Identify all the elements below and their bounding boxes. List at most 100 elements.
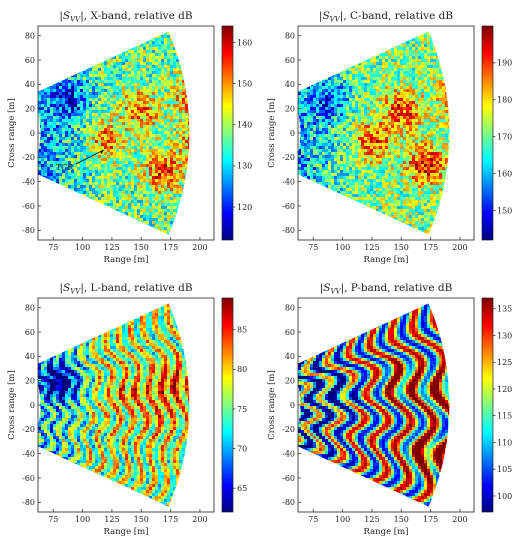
- colorbar-tick-label: 120: [237, 203, 252, 212]
- heatmap-field: [38, 298, 215, 514]
- colorbar-tick-label: 65: [237, 484, 247, 493]
- y-tick-label: 60: [25, 328, 35, 337]
- colorbar-tick-label: 150: [237, 79, 252, 88]
- x-tick-label: 125: [104, 243, 119, 252]
- colorbar-tick-label: 140: [237, 121, 252, 130]
- panel-title: |SVV|, P-band, relative dB: [320, 282, 453, 296]
- y-tick-label: -60: [22, 202, 35, 211]
- y-tick-label: -40: [282, 177, 295, 186]
- panel-title: |SVV|, L-band, relative dB: [59, 282, 192, 296]
- x-tick-label: 175: [163, 243, 178, 252]
- x-tick-label: 100: [335, 243, 350, 252]
- panel-title: |SVV|, C-band, relative dB: [319, 10, 453, 24]
- x-tick-label: 175: [423, 243, 438, 252]
- x-tick-label: 200: [192, 515, 207, 524]
- y-tick-label: -60: [282, 202, 295, 211]
- colorbar: [482, 298, 493, 512]
- x-tick-label: 100: [335, 515, 350, 524]
- x-tick-label: 125: [364, 243, 379, 252]
- title-suffix: |, L-band, relative dB: [80, 282, 193, 295]
- x-tick-label: 200: [452, 243, 467, 252]
- colorbar-tick-label: 130: [237, 162, 252, 171]
- x-tick-label: 200: [192, 243, 207, 252]
- colorbar-tick-label: 190: [497, 59, 512, 68]
- y-tick-label: -20: [22, 153, 35, 162]
- y-tick-label: 80: [285, 304, 295, 313]
- y-tick-label: -80: [22, 498, 35, 507]
- title-symbol: S: [323, 282, 330, 294]
- colorbar-tick-label: 120: [497, 385, 512, 394]
- y-tick-label: 20: [25, 376, 35, 385]
- y-tick-label: 60: [285, 56, 295, 65]
- colorbar-tick-label: 150: [497, 206, 512, 215]
- y-tick-label: 20: [285, 376, 295, 385]
- x-tick-label: 200: [452, 515, 467, 524]
- colorbar-tick-label: 160: [497, 169, 512, 178]
- colorbar-tick-label: 125: [497, 358, 512, 367]
- x-tick-label: 150: [394, 515, 409, 524]
- colorbar-tick-label: 80: [237, 365, 247, 374]
- x-tick-label: 100: [75, 515, 90, 524]
- x-tick-label: 175: [423, 515, 438, 524]
- x-tick-label: 150: [134, 515, 149, 524]
- title-symbol: S: [322, 10, 329, 22]
- x-tick-label: 75: [48, 243, 58, 252]
- x-axis-label: Range [m]: [103, 527, 148, 537]
- x-tick-label: 125: [104, 515, 119, 524]
- heatmap-field: [38, 26, 215, 242]
- panel-title: |SVV|, X-band, relative dB: [59, 10, 193, 24]
- colorbar-tick-label: 160: [237, 38, 252, 47]
- x-tick-label: 75: [48, 515, 58, 524]
- y-tick-label: 40: [285, 352, 295, 361]
- colorbar-tick-label: 70: [237, 444, 247, 453]
- colorbar-tick-label: 85: [237, 326, 247, 335]
- x-axis-label: Range [m]: [103, 255, 148, 265]
- x-tick-label: 100: [75, 243, 90, 252]
- y-tick-label: 40: [25, 80, 35, 89]
- x-axis-label: Range [m]: [363, 527, 408, 537]
- y-tick-label: -40: [22, 449, 35, 458]
- y-tick-label: -20: [282, 425, 295, 434]
- y-tick-label: 60: [25, 56, 35, 65]
- colorbar-tick-label: 135: [497, 305, 512, 314]
- x-tick-label: 150: [394, 243, 409, 252]
- title-suffix: |, X-band, relative dB: [80, 10, 193, 23]
- colorbar: [222, 298, 233, 512]
- y-tick-label: -80: [282, 498, 295, 507]
- title-suffix: |, C-band, relative dB: [340, 10, 454, 23]
- title-symbol: S: [63, 10, 70, 22]
- y-tick-label: -20: [282, 153, 295, 162]
- colorbar: [482, 26, 493, 240]
- y-tick-label: 80: [25, 32, 35, 41]
- colorbar-tick-label: 105: [497, 465, 512, 474]
- colorbar: [222, 26, 233, 240]
- y-tick-label: -40: [282, 449, 295, 458]
- y-tick-label: 20: [285, 104, 295, 113]
- x-tick-label: 75: [308, 243, 318, 252]
- colorbar-tick-label: 75: [237, 405, 247, 414]
- y-tick-label: -40: [22, 177, 35, 186]
- x-tick-label: 175: [163, 515, 178, 524]
- title-symbol: S: [63, 282, 70, 294]
- y-tick-label: 40: [285, 80, 295, 89]
- y-axis-label: Cross range [m]: [7, 370, 17, 440]
- annotation-label: TCR: [56, 163, 74, 172]
- x-tick-label: 125: [364, 515, 379, 524]
- y-tick-label: 0: [30, 401, 35, 410]
- colorbar-tick-label: 110: [497, 438, 512, 447]
- y-tick-label: 20: [25, 104, 35, 113]
- y-axis-label: Cross range [m]: [267, 98, 277, 168]
- y-tick-label: -60: [22, 474, 35, 483]
- x-tick-label: 150: [134, 243, 149, 252]
- y-tick-label: -60: [282, 474, 295, 483]
- y-tick-label: -80: [22, 226, 35, 235]
- y-tick-label: 40: [25, 352, 35, 361]
- colorbar-tick-label: 100: [497, 492, 512, 501]
- x-axis-label: Range [m]: [363, 255, 408, 265]
